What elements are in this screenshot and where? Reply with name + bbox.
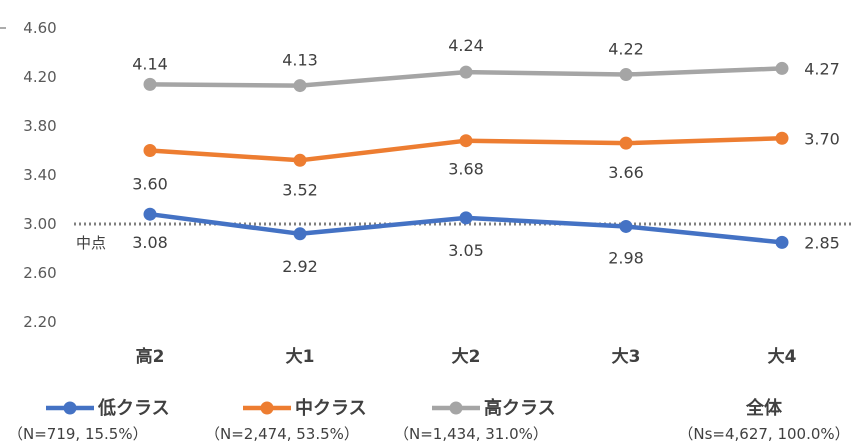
data-label: 2.85 <box>804 233 840 252</box>
legend: 低クラス （N=719, 15.5%） 中クラス （N=2,474, 53.5%） 高ク… <box>8 397 850 443</box>
x-tick-label: 大4 <box>768 346 797 367</box>
data-point <box>143 144 157 157</box>
y-tick-label: 3.80 <box>23 117 56 135</box>
data-point <box>143 207 157 221</box>
data-point <box>619 68 633 82</box>
data-point <box>459 65 473 79</box>
data-label: 3.05 <box>448 241 484 260</box>
data-point <box>775 131 789 145</box>
data-point <box>775 235 789 249</box>
series-0: 3.08 2.92 3.05 2.98 2.85 <box>132 207 840 276</box>
legend-swatch-marker <box>449 401 463 415</box>
legend-label: 低クラス <box>97 397 170 419</box>
series-1: 3.60 3.52 3.68 3.66 3.70 <box>132 129 840 199</box>
legend-total: 全体 （Ns=4,627, 100.0%） <box>678 397 849 443</box>
data-label: 2.98 <box>608 248 644 267</box>
reference-line: 中点 <box>74 222 852 252</box>
legend-subtitle: （N=1,434, 31.0%） <box>394 425 548 443</box>
series-2: 4.14 4.13 4.24 4.22 4.27 <box>132 36 840 93</box>
y-tick-label: 3.00 <box>23 215 56 233</box>
data-point <box>459 211 473 225</box>
legend-label: 中クラス <box>295 397 367 419</box>
legend-subtitle: （N=719, 15.5%） <box>8 425 148 443</box>
data-point <box>143 77 157 91</box>
data-label: 3.60 <box>132 175 168 194</box>
data-point <box>775 61 789 75</box>
legend-swatch-marker <box>260 401 274 415</box>
data-label: 3.52 <box>282 180 318 199</box>
legend-swatch-marker <box>63 401 77 415</box>
data-point <box>293 153 307 167</box>
legend-label: 高クラス <box>484 397 556 419</box>
data-label: 4.13 <box>282 51 318 70</box>
x-tick-label: 大3 <box>612 346 641 367</box>
y-tick-label: 2.20 <box>23 313 56 331</box>
data-point <box>619 136 633 150</box>
data-point <box>619 219 633 233</box>
x-tick-label: 高2 <box>136 346 165 367</box>
y-axis: 4.60 4.20 3.80 3.40 3.00 2.60 2.20 <box>0 19 57 331</box>
total-label: 全体 <box>745 397 783 419</box>
data-label: 3.70 <box>804 129 840 148</box>
data-label: 3.68 <box>448 160 484 179</box>
y-tick-label: 2.60 <box>23 264 56 282</box>
data-label: 3.08 <box>132 233 168 252</box>
x-tick-label: 大1 <box>286 346 315 367</box>
data-label: 4.22 <box>608 40 644 59</box>
y-tick-label: 4.60 <box>23 19 56 37</box>
data-point <box>293 79 307 93</box>
data-label: 4.14 <box>132 54 168 73</box>
midpoint-label: 中点 <box>76 234 106 252</box>
data-point <box>293 227 307 241</box>
data-label: 3.66 <box>608 163 644 182</box>
data-label: 4.24 <box>448 36 484 55</box>
y-tick-label: 4.20 <box>23 68 56 86</box>
y-tick-label: 3.40 <box>23 166 56 184</box>
x-tick-label: 大2 <box>452 346 481 367</box>
legend-item-0: 低クラス （N=719, 15.5%） <box>8 397 170 443</box>
total-subtitle: （Ns=4,627, 100.0%） <box>678 425 849 443</box>
data-point <box>459 134 473 148</box>
legend-item-1: 中クラス （N=2,474, 53.5%） <box>205 397 367 443</box>
data-label: 2.92 <box>282 257 318 276</box>
legend-item-2: 高クラス （N=1,434, 31.0%） <box>394 397 556 443</box>
x-axis: 高2 大1 大2 大3 大4 <box>136 346 797 367</box>
legend-subtitle: （N=2,474, 53.5%） <box>205 425 359 443</box>
series-layer: 3.08 2.92 3.05 2.98 2.85 3.60 3.52 3.68 3.66 3.70… <box>132 36 840 276</box>
data-label: 4.27 <box>804 59 840 78</box>
